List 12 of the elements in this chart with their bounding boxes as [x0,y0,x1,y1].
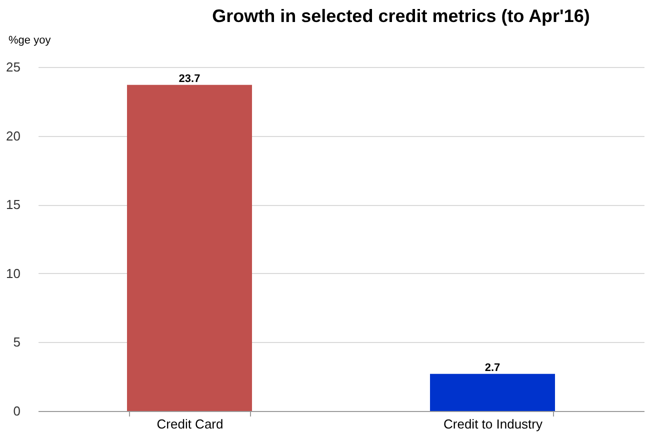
x-tick-label: Credit to Industry [444,416,543,432]
y-tick-label: 15 [6,197,20,212]
y-tick-label: 0 [13,404,20,418]
y-tick-label: 20 [6,128,20,144]
y-tick-label: 10 [6,266,20,281]
y-tick-label: 25 [6,60,20,74]
x-tick-label: Credit Card [156,416,224,432]
data-label: 2.7 [484,362,500,374]
chart-title: Growth in selected credit metrics (to Apr'16) [212,6,590,26]
data-label: 23.7 [178,72,200,85]
y-axis-title: %ge yoy [8,34,52,46]
y-tick-label: 5 [13,334,20,350]
